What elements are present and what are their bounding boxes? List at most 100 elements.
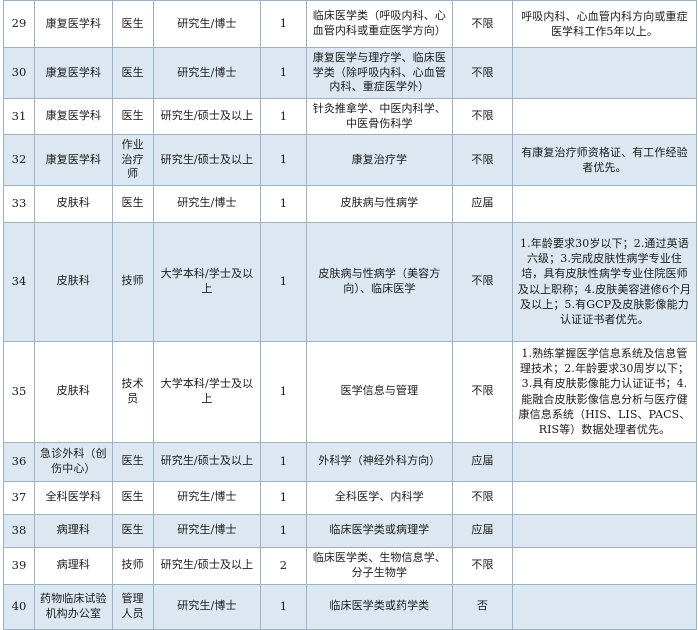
cell-department: 康复医学科 [34, 134, 113, 186]
cell-serial-number: 40 [2, 583, 36, 630]
cell-remark: 1.熟练掌握医学信息系统及信息管理技术；2.年龄要求30周岁以下；3.具有皮肤影… [511, 340, 698, 443]
cell-headcount: 1 [260, 340, 307, 443]
cell-remark [511, 513, 698, 548]
cell-headcount: 1 [260, 583, 307, 630]
cell-remark: 呼吸内科、心血管内科方向或重症医学科工作5年以上。 [511, 0, 698, 48]
cell-education: 研究生/博士 [152, 184, 262, 223]
cell-major: 皮肤病与性病学 [305, 184, 454, 223]
cell-serial-number: 34 [2, 221, 36, 342]
table-row: 35 皮肤科 技术员 大学本科/学士及以上 1 医学信息与管理 不限 1.熟练掌… [2, 340, 698, 443]
cell-fresh-grad: 不限 [452, 47, 513, 99]
cell-education: 研究生/博士 [152, 480, 262, 515]
cell-department: 皮肤科 [34, 340, 113, 443]
cell-fresh-grad: 应届 [452, 184, 513, 223]
table-row: 39 病理科 技师 研究生/硕士及以上 2 临床医学类、生物信息学、分子生物学 … [2, 546, 698, 585]
cell-fresh-grad: 否 [452, 583, 513, 630]
cell-headcount: 1 [260, 441, 307, 482]
cell-position: 医生 [111, 513, 154, 548]
cell-position: 医生 [111, 184, 154, 223]
cell-position: 技师 [111, 546, 154, 585]
cell-fresh-grad: 不限 [452, 97, 513, 136]
table-row: 34 皮肤科 技师 大学本科/学士及以上 1 皮肤病与性病学（美容方向）、临床医… [2, 221, 698, 342]
cell-major: 临床医学类（呼吸内科、心血管内科或重症医学方向） [305, 0, 454, 48]
cell-department: 病理科 [34, 546, 113, 585]
cell-department: 急诊外科（创伤中心） [34, 441, 113, 482]
cell-education: 大学本科/学士及以上 [152, 221, 262, 342]
cell-remark: 有康复治疗师资格证、有工作经验者优先。 [511, 134, 698, 186]
cell-education: 研究生/博士 [152, 47, 262, 99]
cell-department: 病理科 [34, 513, 113, 548]
cell-major: 皮肤病与性病学（美容方向）、临床医学 [305, 221, 454, 342]
cell-serial-number: 30 [2, 47, 36, 99]
cell-education: 研究生/博士 [152, 583, 262, 630]
cell-headcount: 1 [260, 184, 307, 223]
cell-position: 医生 [111, 0, 154, 48]
cell-position: 作业治疗师 [111, 134, 154, 186]
cell-major: 针灸推拿学、中医内科学、中医骨伤科学 [305, 97, 454, 136]
table-row: 32 康复医学科 作业治疗师 研究生/硕士及以上 1 康复治疗学 不限 有康复治… [2, 134, 698, 186]
cell-serial-number: 38 [2, 513, 36, 548]
cell-remark [511, 546, 698, 585]
cell-remark [511, 480, 698, 515]
cell-serial-number: 31 [2, 97, 36, 136]
cell-major: 临床医学类或病理学 [305, 513, 454, 548]
cell-major: 外科学（神经外科方向） [305, 441, 454, 482]
cell-fresh-grad: 不限 [452, 340, 513, 443]
cell-position: 医生 [111, 97, 154, 136]
cell-serial-number: 39 [2, 546, 36, 585]
cell-remark [511, 441, 698, 482]
table-row: 37 全科医学科 医生 研究生/博士 1 全科医学、内科学 不限 [2, 480, 698, 515]
cell-major: 临床医学类、生物信息学、分子生物学 [305, 546, 454, 585]
cell-education: 研究生/硕士及以上 [152, 134, 262, 186]
cell-department: 康复医学科 [34, 97, 113, 136]
cell-education: 研究生/博士 [152, 513, 262, 548]
cell-department: 皮肤科 [34, 221, 113, 342]
table-row: 40 药物临床试验机构办公室 管理人员 研究生/博士 1 临床医学类或药学类 否 [2, 583, 698, 630]
table-row: 36 急诊外科（创伤中心） 医生 研究生/硕士及以上 1 外科学（神经外科方向）… [2, 441, 698, 482]
cell-serial-number: 35 [2, 340, 36, 443]
table-row: 38 病理科 医生 研究生/博士 1 临床医学类或病理学 应届 [2, 513, 698, 548]
cell-position: 管理人员 [111, 583, 154, 630]
cell-department: 康复医学科 [34, 0, 113, 48]
cell-education: 研究生/博士 [152, 0, 262, 48]
cell-serial-number: 32 [2, 134, 36, 186]
cell-headcount: 2 [260, 546, 307, 585]
cell-major: 医学信息与管理 [305, 340, 454, 443]
cell-remark [511, 47, 698, 99]
cell-fresh-grad: 不限 [452, 480, 513, 515]
cell-remark [511, 583, 698, 630]
cell-major: 康复治疗学 [305, 134, 454, 186]
cell-position: 医生 [111, 480, 154, 515]
cell-position: 技师 [111, 221, 154, 342]
cell-position: 医生 [111, 441, 154, 482]
cell-headcount: 1 [260, 97, 307, 136]
cell-department: 康复医学科 [34, 47, 113, 99]
cell-education: 研究生/硕士及以上 [152, 97, 262, 136]
cell-education: 研究生/硕士及以上 [152, 441, 262, 482]
cell-serial-number: 36 [2, 441, 36, 482]
cell-major: 康复医学与理疗学、临床医学类（除呼吸内科、心血管内科、重症医学外） [305, 47, 454, 99]
cell-department: 全科医学科 [34, 480, 113, 515]
cell-fresh-grad: 不限 [452, 546, 513, 585]
cell-position: 医生 [111, 47, 154, 99]
cell-education: 研究生/硕士及以上 [152, 546, 262, 585]
table-row: 31 康复医学科 医生 研究生/硕士及以上 1 针灸推拿学、中医内科学、中医骨伤… [2, 97, 698, 136]
cell-headcount: 1 [260, 134, 307, 186]
cell-fresh-grad: 不限 [452, 221, 513, 342]
cell-major: 全科医学、内科学 [305, 480, 454, 515]
table-row: 30 康复医学科 医生 研究生/博士 1 康复医学与理疗学、临床医学类（除呼吸内… [2, 47, 698, 99]
cell-department: 药物临床试验机构办公室 [34, 583, 113, 630]
cell-serial-number: 37 [2, 480, 36, 515]
cell-position: 技术员 [111, 340, 154, 443]
cell-remark: 1.年龄要求30岁以下；2.通过英语六级；3.完成皮肤性病学专业住培，具有皮肤性… [511, 221, 698, 342]
cell-headcount: 1 [260, 0, 307, 48]
cell-serial-number: 33 [2, 184, 36, 223]
cell-remark [511, 184, 698, 223]
cell-headcount: 1 [260, 513, 307, 548]
cell-headcount: 1 [260, 47, 307, 99]
cell-education: 大学本科/学士及以上 [152, 340, 262, 443]
cell-fresh-grad: 不限 [452, 0, 513, 48]
